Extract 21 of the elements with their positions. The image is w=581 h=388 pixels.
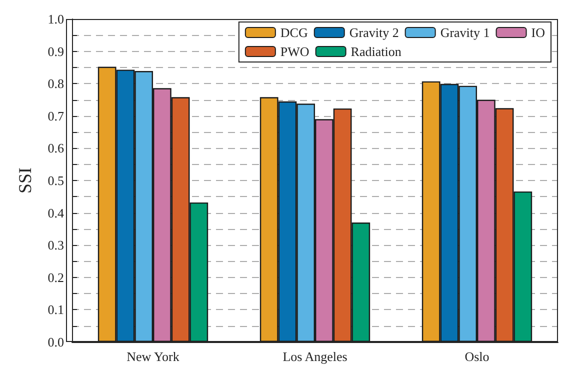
y-axis-title: SSI <box>15 167 35 194</box>
x-tick-label: Los Angeles <box>282 349 348 364</box>
legend-label: IO <box>531 25 545 40</box>
y-tick-label: 0.4 <box>48 205 64 220</box>
legend-label: Gravity 2 <box>349 25 399 40</box>
y-tick-label: 0.1 <box>48 302 64 318</box>
y-tick-label: 0.0 <box>48 334 64 350</box>
legend-label: Radiation <box>350 44 402 59</box>
legend-label: PWO <box>280 44 310 59</box>
y-tick-label: 0.3 <box>48 238 64 253</box>
y-tick-label: 0.9 <box>48 44 64 59</box>
y-tick-label: 0.6 <box>48 140 64 156</box>
y-tick-label: 0.8 <box>48 76 64 92</box>
legend-label: Gravity 1 <box>440 25 490 40</box>
y-tick-label: 1.0 <box>48 12 64 26</box>
y-tick-label: 0.2 <box>48 270 64 285</box>
legend-label: DCG <box>280 25 308 40</box>
y-tick-label: 0.7 <box>48 108 64 124</box>
x-tick-label: New York <box>126 349 180 364</box>
y-tick-label: 0.5 <box>48 173 64 188</box>
x-tick-label: Oslo <box>464 349 490 364</box>
